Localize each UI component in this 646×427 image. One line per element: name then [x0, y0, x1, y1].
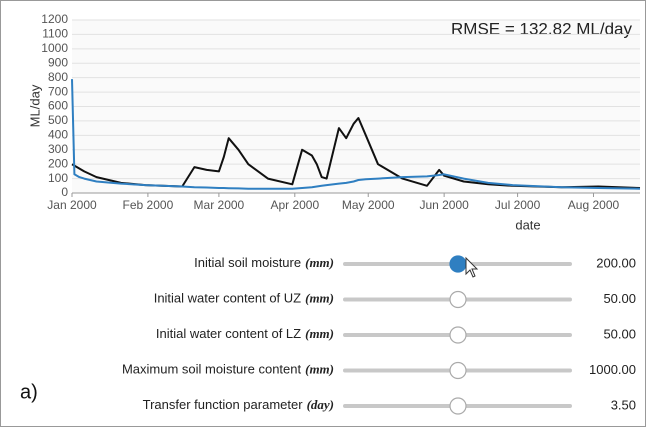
x-tick-label: May 2000: [342, 198, 395, 212]
slider-knob[interactable]: [449, 361, 467, 380]
label-text: Initial water content of LZ: [156, 326, 301, 341]
y-axis-label: ML/day: [27, 84, 42, 127]
slider-knob[interactable]: [449, 290, 467, 309]
x-tick-label: Jul 2000: [495, 198, 541, 212]
control-value: 3.50: [611, 397, 636, 412]
control-label: Initial water content of LZ (mm): [156, 326, 334, 341]
y-tick-label: 600: [48, 99, 68, 113]
label-unit: (mm): [305, 326, 334, 341]
chart: 0100200300400500600700800900100011001200…: [41, 12, 641, 212]
x-tick-label: Aug 2000: [568, 198, 620, 212]
control-value: 1000.00: [589, 362, 636, 377]
control-label: Maximum soil moisture content (mm): [122, 361, 334, 376]
y-tick-label: 1000: [41, 41, 68, 55]
slider-knob[interactable]: [449, 397, 467, 415]
y-tick-label: 200: [48, 156, 68, 170]
x-tick-label: Apr 2000: [270, 198, 319, 212]
y-tick-label: 1200: [41, 12, 68, 26]
y-tick-label: 700: [48, 84, 68, 98]
slider-knob[interactable]: [449, 326, 467, 344]
y-tick-label: 500: [48, 113, 68, 127]
controls: Initial soil moisture (mm) 200.00 Initial w…: [122, 255, 636, 415]
label-text: Maximum soil moisture content: [122, 362, 302, 377]
y-tick-label: 400: [48, 128, 68, 142]
y-tick-label: 300: [48, 142, 68, 156]
label-unit: (mm): [305, 255, 334, 270]
x-axis-label: date: [515, 217, 540, 232]
rmse-annotation: RMSE = 132.82 ML/day: [451, 19, 632, 38]
cursor: [465, 256, 479, 278]
x-tick-label: Mar 2000: [194, 198, 245, 212]
y-tick-label: 1100: [42, 27, 68, 41]
series-line: [71, 79, 641, 190]
label-text: Initial soil moisture: [194, 255, 301, 270]
slider-knob[interactable]: [449, 255, 467, 273]
x-tick-label: Feb 2000: [123, 198, 174, 212]
control-label: Initial water content of UZ (mm): [154, 290, 334, 305]
control-value: 200.00: [596, 255, 636, 270]
y-tick-label: 0: [61, 185, 68, 199]
y-tick-label: 800: [48, 70, 68, 84]
label-unit: (day): [307, 397, 334, 412]
panel-label: a): [20, 381, 38, 403]
control-value: 50.00: [603, 291, 636, 306]
control-value: 50.00: [603, 326, 636, 341]
y-tick-label: 100: [48, 171, 68, 185]
x-tick-label: Jun 2000: [419, 198, 469, 212]
y-tick-label: 900: [48, 55, 68, 69]
control-label: Initial soil moisture (mm): [194, 255, 334, 270]
control-label: Transfer function parameter (day): [143, 397, 334, 412]
x-tick-label: Jan 2000: [47, 198, 97, 212]
label-unit: (mm): [305, 290, 334, 305]
label-text: Initial water content of UZ: [154, 291, 301, 306]
label-unit: (mm): [305, 361, 334, 376]
label-text: Transfer function parameter: [143, 397, 304, 412]
